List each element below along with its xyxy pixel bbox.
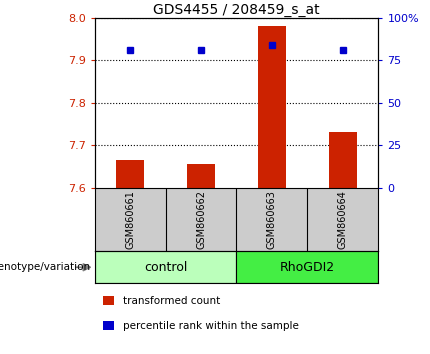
- Text: percentile rank within the sample: percentile rank within the sample: [123, 321, 298, 331]
- Bar: [116, 160, 144, 188]
- Text: GSM860662: GSM860662: [196, 190, 206, 249]
- Text: GSM860664: GSM860664: [338, 190, 348, 249]
- Text: genotype/variation: genotype/variation: [0, 262, 90, 272]
- Text: GSM860663: GSM860663: [267, 190, 277, 249]
- Bar: [329, 132, 357, 188]
- Text: GSM860661: GSM860661: [125, 190, 135, 249]
- Text: control: control: [144, 261, 187, 274]
- Bar: [258, 26, 286, 188]
- Bar: [95, 251, 237, 283]
- Title: GDS4455 / 208459_s_at: GDS4455 / 208459_s_at: [153, 3, 320, 17]
- Text: RhoGDI2: RhoGDI2: [280, 261, 335, 274]
- Bar: [187, 164, 215, 188]
- Bar: [237, 251, 378, 283]
- Text: transformed count: transformed count: [123, 296, 220, 306]
